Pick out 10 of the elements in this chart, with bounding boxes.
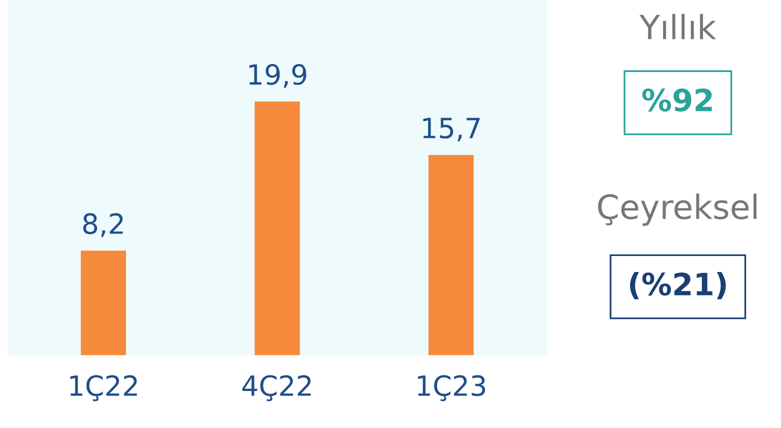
text: (%21): [630, 272, 726, 300]
x-tick-label: 1Ç22: [70, 375, 137, 402]
data-label: 19,9: [249, 64, 306, 88]
text: Yıllık: [639, 14, 716, 40]
x-tick-label: 1Ç23: [418, 375, 486, 402]
text: Çeyreksel: [598, 194, 756, 226]
data-label: 15,7: [423, 118, 480, 142]
x-tick-label: 4Ç22: [242, 375, 311, 402]
text: %92: [642, 88, 712, 112]
data-label: 8,2: [83, 213, 123, 238]
